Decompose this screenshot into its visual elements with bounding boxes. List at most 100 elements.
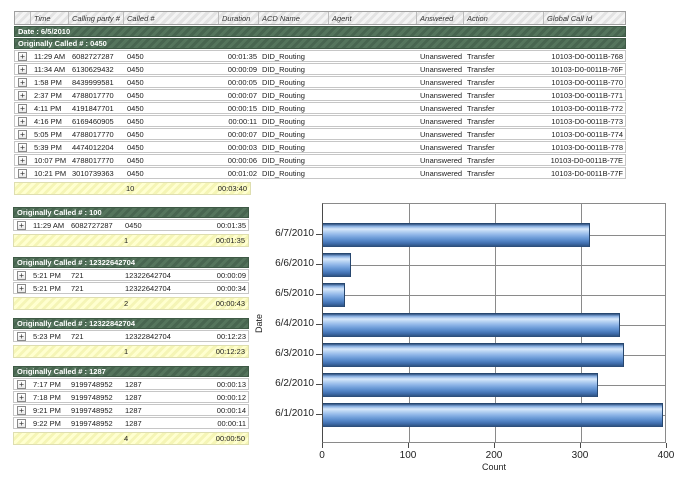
y-tick-label: 6/5/2010 xyxy=(275,288,314,299)
column-header-agent[interactable]: Agent xyxy=(329,12,417,24)
column-header-answered[interactable]: Answered xyxy=(417,12,464,24)
expand-row-button[interactable]: + xyxy=(17,270,26,280)
x-tick-label: 300 xyxy=(571,450,589,461)
summary-call-count: 2 xyxy=(124,299,129,308)
x-tick-label: 100 xyxy=(399,450,417,461)
expand-cell: + xyxy=(14,379,30,389)
expand-row-button[interactable]: + xyxy=(18,90,27,100)
column-header-calling-party-[interactable]: Calling party # xyxy=(69,12,124,24)
table-row: +5:21 PM 721 12322642704 00:00:34 xyxy=(13,282,249,294)
expand-row-button[interactable]: + xyxy=(17,379,26,389)
expand-row-button[interactable]: + xyxy=(17,283,26,293)
group-summary-row: 1 00:12:23 xyxy=(13,345,249,358)
y-tick-mark xyxy=(316,234,322,235)
expand-cell: + xyxy=(14,331,30,341)
expand-row-button[interactable]: + xyxy=(17,220,26,230)
y-tick-label: 6/7/2010 xyxy=(275,228,314,239)
table-row: +5:05 PM 4788017770 0450 00:00:07 DID_Routin… xyxy=(14,128,626,140)
cell: 10103-D0-0011B-771 xyxy=(551,90,623,100)
expand-row-button[interactable]: + xyxy=(18,129,27,139)
cell: 11:29 AM xyxy=(34,51,66,61)
called-group-band: Originally Called # : 100 xyxy=(13,207,249,218)
column-header-duration[interactable]: Duration xyxy=(219,12,259,24)
cell: Unanswered xyxy=(420,90,463,100)
x-tick-label: 0 xyxy=(319,450,325,461)
x-tick-label: 200 xyxy=(485,450,503,461)
cell: 00:01:35 xyxy=(227,51,257,61)
cell: 0450 xyxy=(127,90,144,100)
bar-6/3/2010 xyxy=(323,343,624,367)
y-tick-label: 6/1/2010 xyxy=(275,408,314,419)
cell: 00:00:11 xyxy=(217,418,246,428)
expand-row-button[interactable]: + xyxy=(18,103,27,113)
cell: 4788017770 xyxy=(72,129,114,139)
expand-row-button[interactable]: + xyxy=(17,392,26,402)
expand-row-button[interactable]: + xyxy=(17,405,26,415)
cell: 721 xyxy=(71,283,84,293)
expand-row-button[interactable]: + xyxy=(17,331,26,341)
bar-6/1/2010 xyxy=(323,403,663,427)
expand-cell: + xyxy=(14,270,30,280)
table-row: +10:07 PM 4788017770 0450 00:00:06 DID_Routi… xyxy=(14,154,626,166)
cell: Unanswered xyxy=(420,77,463,87)
expand-row-button[interactable]: + xyxy=(18,155,27,165)
cell: 00:00:11 xyxy=(228,116,257,126)
column-header-time[interactable]: Time xyxy=(31,12,69,24)
table-row: +10:21 PM 3010739363 0450 00:01:02 DID_Routi… xyxy=(14,167,626,179)
gridline xyxy=(323,355,665,356)
bar-6/2/2010 xyxy=(323,373,599,397)
group-rows: +5:23 PM 721 12322842704 00:12:23 xyxy=(13,330,249,342)
column-header-called-[interactable]: Called # xyxy=(124,12,219,24)
column-header-action[interactable]: Action xyxy=(464,12,544,24)
cell: 1:58 PM xyxy=(34,77,62,87)
cell: 12322642704 xyxy=(125,283,171,293)
cell: 00:00:12 xyxy=(216,392,246,402)
cell: 00:00:14 xyxy=(216,405,246,415)
x-tick-mark xyxy=(322,443,323,448)
cell: 00:00:13 xyxy=(216,379,246,389)
group-rows: +5:21 PM 721 12322642704 00:00:09 +5:21 PM 72… xyxy=(13,269,249,294)
cell: Transfer xyxy=(467,103,495,113)
cell: 0450 xyxy=(127,129,144,139)
cell: 8439999581 xyxy=(72,77,114,87)
cell: 1287 xyxy=(125,392,142,402)
cell: 10103-D0-0011B-772 xyxy=(551,103,623,113)
cell: 7:18 PM xyxy=(33,392,61,402)
cell: Transfer xyxy=(467,77,495,87)
expand-cell: + xyxy=(15,168,31,178)
expand-row-button[interactable]: + xyxy=(18,64,27,74)
expand-row-button[interactable]: + xyxy=(17,418,26,428)
column-header-global-call-id[interactable]: Global Call Id xyxy=(547,14,593,23)
cell: 5:21 PM xyxy=(33,270,61,280)
cell: Unanswered xyxy=(420,51,463,61)
expand-row-button[interactable]: + xyxy=(18,51,27,61)
gridline xyxy=(495,204,496,442)
cell: 00:00:03 xyxy=(227,142,257,152)
group-table: Originally Called # : 12322842704 +5:23 … xyxy=(13,317,249,358)
cell: DID_Routing xyxy=(262,90,305,100)
cell: 4788017770 xyxy=(72,90,114,100)
expand-row-button[interactable]: + xyxy=(18,116,27,126)
expand-row-button[interactable]: + xyxy=(18,77,27,87)
cell: 5:23 PM xyxy=(33,331,61,341)
cell: Transfer xyxy=(467,64,495,74)
cell: DID_Routing xyxy=(262,142,305,152)
column-header-acd-name[interactable]: ACD Name xyxy=(259,12,329,24)
cell: 11:29 AM xyxy=(33,220,65,230)
y-tick-mark xyxy=(316,414,322,415)
cell: 00:00:09 xyxy=(216,270,246,280)
y-tick-label: 6/6/2010 xyxy=(275,258,314,269)
expand-row-button[interactable]: + xyxy=(18,168,27,178)
summary-total-duration: 00:12:23 xyxy=(215,347,245,356)
table-row: +9:21 PM 9199748952 1287 00:00:14 xyxy=(13,404,249,416)
group-table: Originally Called # : 1287 +7:17 PM 91997… xyxy=(13,365,249,445)
expand-row-button[interactable]: + xyxy=(18,142,27,152)
x-tick-mark xyxy=(666,443,667,448)
x-axis-title: Count xyxy=(481,462,507,472)
gridline xyxy=(409,204,410,442)
expand-cell: + xyxy=(15,90,31,100)
group-summary-row: 4 00:00:50 xyxy=(13,432,249,445)
cell: 00:00:07 xyxy=(227,90,257,100)
column-header-expand[interactable] xyxy=(15,12,31,24)
